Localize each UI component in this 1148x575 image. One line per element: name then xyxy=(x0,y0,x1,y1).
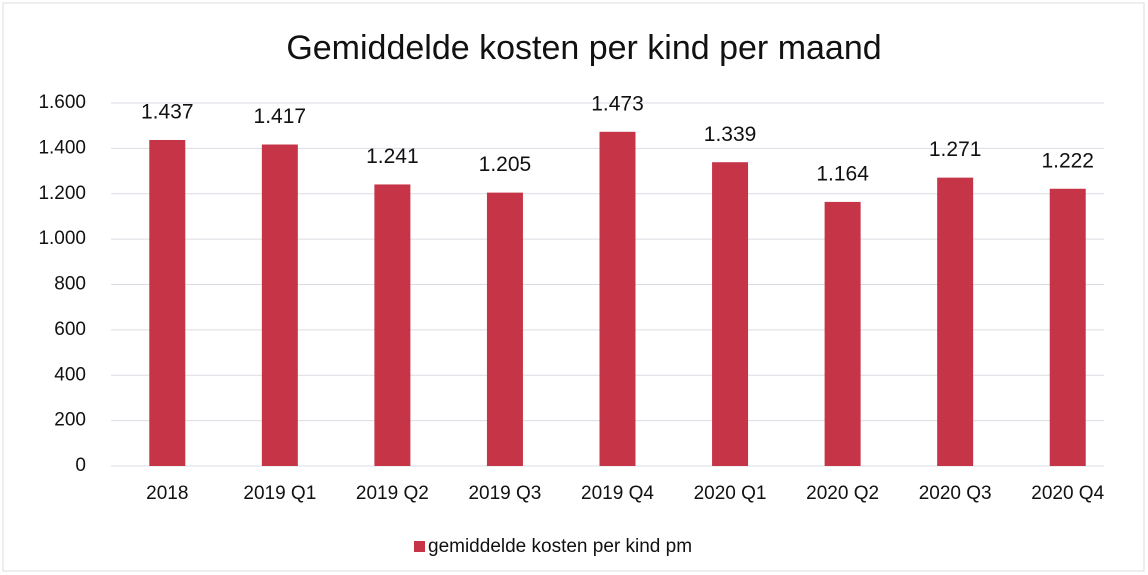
bar xyxy=(1049,188,1086,467)
chart-title: Gemiddelde kosten per kind per maand xyxy=(286,29,881,67)
y-tick-label: 0 xyxy=(75,455,86,476)
y-tick-label: 200 xyxy=(54,410,86,431)
data-label: 1.473 xyxy=(591,92,644,115)
x-tick-label: 2019 Q3 xyxy=(468,483,541,504)
bar xyxy=(712,162,749,467)
data-label: 1.164 xyxy=(816,162,869,185)
data-label: 1.437 xyxy=(141,101,194,124)
x-tick-label: 2020 Q1 xyxy=(694,483,767,504)
x-tick-label: 2019 Q2 xyxy=(356,483,429,504)
y-tick-label: 1.400 xyxy=(38,137,86,158)
y-tick-label: 1.000 xyxy=(38,228,86,249)
legend-swatch xyxy=(414,541,425,552)
y-tick-label: 400 xyxy=(54,364,86,385)
x-tick-label: 2019 Q1 xyxy=(243,483,316,504)
bar xyxy=(824,201,861,467)
x-tick-label: 2019 Q4 xyxy=(581,483,654,504)
bar xyxy=(261,144,298,466)
bar xyxy=(486,192,523,466)
data-label: 1.271 xyxy=(929,138,982,161)
y-tick-label: 800 xyxy=(54,274,86,295)
y-tick-label: 1.200 xyxy=(38,183,86,204)
bar xyxy=(599,131,636,467)
data-label: 1.339 xyxy=(704,123,757,146)
y-tick-label: 600 xyxy=(54,319,86,340)
legend-label: gemiddelde kosten per kind pm xyxy=(428,536,692,557)
x-tick-label: 2018 xyxy=(146,483,188,504)
x-tick-label: 2020 Q4 xyxy=(1031,483,1104,504)
y-tick-label: 1.600 xyxy=(38,92,86,113)
data-label: 1.241 xyxy=(366,145,419,168)
data-label: 1.205 xyxy=(479,153,532,176)
x-tick-label: 2020 Q3 xyxy=(919,483,992,504)
bar xyxy=(937,177,974,466)
data-label: 1.222 xyxy=(1041,149,1094,172)
x-tick-label: 2020 Q2 xyxy=(806,483,879,504)
data-label: 1.417 xyxy=(254,105,307,128)
bar xyxy=(149,139,186,466)
bar xyxy=(374,184,411,466)
